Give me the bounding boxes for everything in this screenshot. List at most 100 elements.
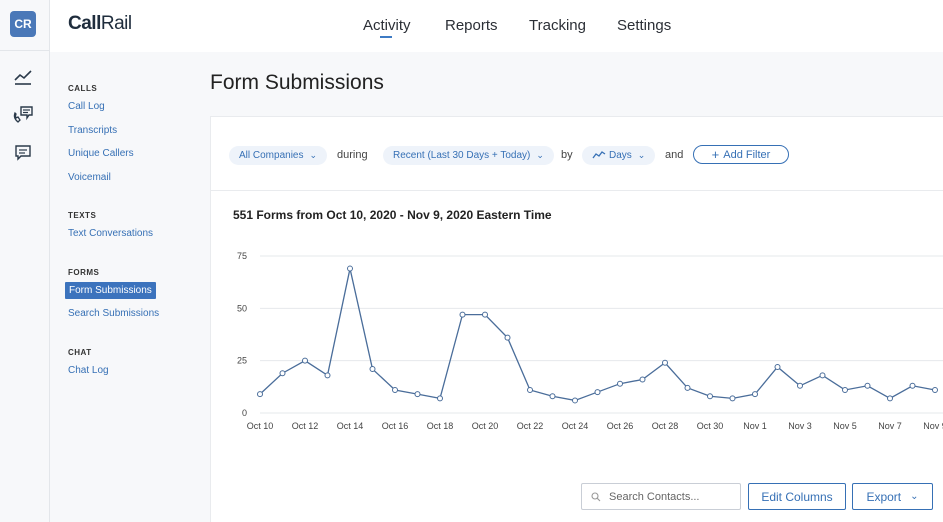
x-tick-label: Nov 5	[833, 421, 857, 431]
data-point	[594, 389, 601, 396]
sidebar-item-transcripts[interactable]: Transcripts	[68, 125, 118, 136]
account-avatar[interactable]: CR	[10, 11, 36, 37]
x-tick-label: Nov 3	[788, 421, 812, 431]
data-point	[774, 363, 781, 370]
x-tick-label: Oct 18	[427, 421, 454, 431]
line-chart-icon	[592, 151, 606, 159]
nav-activity[interactable]: Activity	[363, 17, 411, 34]
chevron-down-icon: ⌄	[536, 150, 544, 160]
x-tick-label: Oct 22	[517, 421, 544, 431]
nav-reports[interactable]: Reports	[445, 17, 498, 34]
x-tick-label: Nov 7	[878, 421, 902, 431]
data-point	[887, 395, 893, 402]
y-tick-label: 75	[237, 251, 247, 261]
interval-dropdown[interactable]: Days ⌄	[582, 146, 656, 165]
export-button[interactable]: Export ⌄	[852, 483, 933, 510]
data-point	[752, 391, 758, 398]
data-point	[797, 382, 803, 389]
data-point	[707, 393, 713, 400]
sidebar: CALLS Call Log Transcripts Unique Caller…	[50, 52, 210, 522]
filter-during-text: during	[337, 149, 368, 161]
sidebar-item-form-submissions[interactable]: Form Submissions	[65, 282, 156, 299]
x-tick-label: Oct 20	[472, 421, 499, 431]
y-tick-label: 25	[237, 356, 247, 366]
sidebar-item-voicemail[interactable]: Voicemail	[68, 172, 111, 183]
data-point	[639, 376, 646, 383]
x-tick-label: Nov 9	[923, 421, 943, 431]
date-range-dropdown[interactable]: Recent (Last 30 Days + Today) ⌄	[383, 146, 554, 165]
data-point	[504, 334, 511, 341]
search-contacts-input[interactable]: Search Contacts...	[581, 483, 741, 510]
chevron-down-icon: ⌄	[910, 491, 919, 502]
data-point	[932, 386, 938, 393]
edit-columns-button[interactable]: Edit Columns	[748, 483, 846, 510]
company-filter-dropdown[interactable]: All Companies ⌄	[229, 146, 328, 165]
chart-title: 551 Forms from Oct 10, 2020 - Nov 9, 202…	[233, 208, 552, 222]
message-icon[interactable]	[12, 142, 34, 162]
x-tick-label: Oct 16	[382, 421, 409, 431]
calls-chat-icon[interactable]	[12, 104, 34, 124]
chevron-down-icon: ⌄	[637, 150, 646, 160]
filter-and-text: and	[665, 149, 684, 161]
x-tick-label: Oct 12	[292, 421, 319, 431]
filter-row: All Companies ⌄ during Recent (Last 30 Da…	[211, 117, 943, 191]
data-point	[369, 366, 376, 373]
data-point	[414, 391, 421, 398]
x-tick-label: Oct 10	[247, 421, 274, 431]
sidebar-section-calls: CALLS	[68, 84, 98, 93]
data-point	[662, 359, 668, 366]
data-point	[482, 311, 488, 318]
data-point	[392, 386, 398, 393]
y-tick-label: 0	[242, 408, 247, 418]
data-point	[257, 391, 263, 398]
data-point	[842, 386, 848, 393]
top-bar: CallRail Activity Reports Tracking Setti…	[50, 0, 943, 52]
sidebar-section-chat: CHAT	[68, 348, 92, 357]
x-tick-label: Oct 26	[607, 421, 634, 431]
data-point	[617, 380, 623, 387]
x-tick-label: Nov 1	[743, 421, 767, 431]
data-point	[819, 372, 826, 379]
data-point	[684, 384, 691, 391]
x-tick-label: Oct 28	[652, 421, 679, 431]
sidebar-item-text-conversations[interactable]: Text Conversations	[68, 228, 154, 239]
x-tick-label: Oct 24	[562, 421, 589, 431]
sidebar-section-forms: FORMS	[68, 268, 100, 277]
sidebar-item-unique-callers[interactable]: Unique Callers	[68, 148, 134, 159]
sidebar-item-chat-log[interactable]: Chat Log	[68, 365, 109, 376]
data-point	[729, 395, 736, 402]
add-filter-button[interactable]: + Add Filter	[693, 145, 789, 164]
nav-active-indicator	[380, 36, 392, 38]
data-point	[909, 382, 916, 389]
search-icon	[591, 491, 601, 501]
submissions-line-chart: 0 25 50 75 Oct 10 Oct 12 Oct 14 Oct 16 Oct 18 Oct…	[237, 251, 943, 431]
page-title: Form Submissions	[210, 71, 384, 94]
data-point	[347, 265, 353, 272]
data-point	[279, 370, 286, 377]
data-point	[437, 395, 443, 402]
data-point	[324, 372, 331, 379]
series-line	[259, 268, 936, 402]
sidebar-item-call-log[interactable]: Call Log	[68, 101, 105, 112]
x-tick-label: Oct 30	[697, 421, 724, 431]
sidebar-item-search-submissions[interactable]: Search Submissions	[68, 308, 160, 319]
data-point	[302, 357, 308, 364]
data-point	[527, 386, 533, 393]
x-tick-label: Oct 14	[337, 421, 364, 431]
activity-chart-icon[interactable]	[12, 67, 34, 87]
sidebar-section-texts: TEXTS	[68, 211, 97, 220]
data-point	[864, 382, 871, 389]
data-point	[549, 393, 556, 400]
filter-by-text: by	[561, 149, 573, 161]
main-panel: All Companies ⌄ during Recent (Last 30 Da…	[210, 116, 943, 522]
data-point	[572, 397, 578, 404]
nav-tracking[interactable]: Tracking	[529, 17, 586, 34]
icon-rail: CR	[0, 0, 50, 522]
nav-settings[interactable]: Settings	[617, 17, 672, 34]
y-tick-label: 50	[237, 303, 247, 313]
chevron-down-icon: ⌄	[309, 150, 318, 160]
callrail-logo[interactable]: CallRail	[68, 13, 132, 34]
data-point	[459, 311, 466, 318]
rail-divider	[0, 50, 50, 51]
plus-icon: +	[711, 147, 720, 162]
